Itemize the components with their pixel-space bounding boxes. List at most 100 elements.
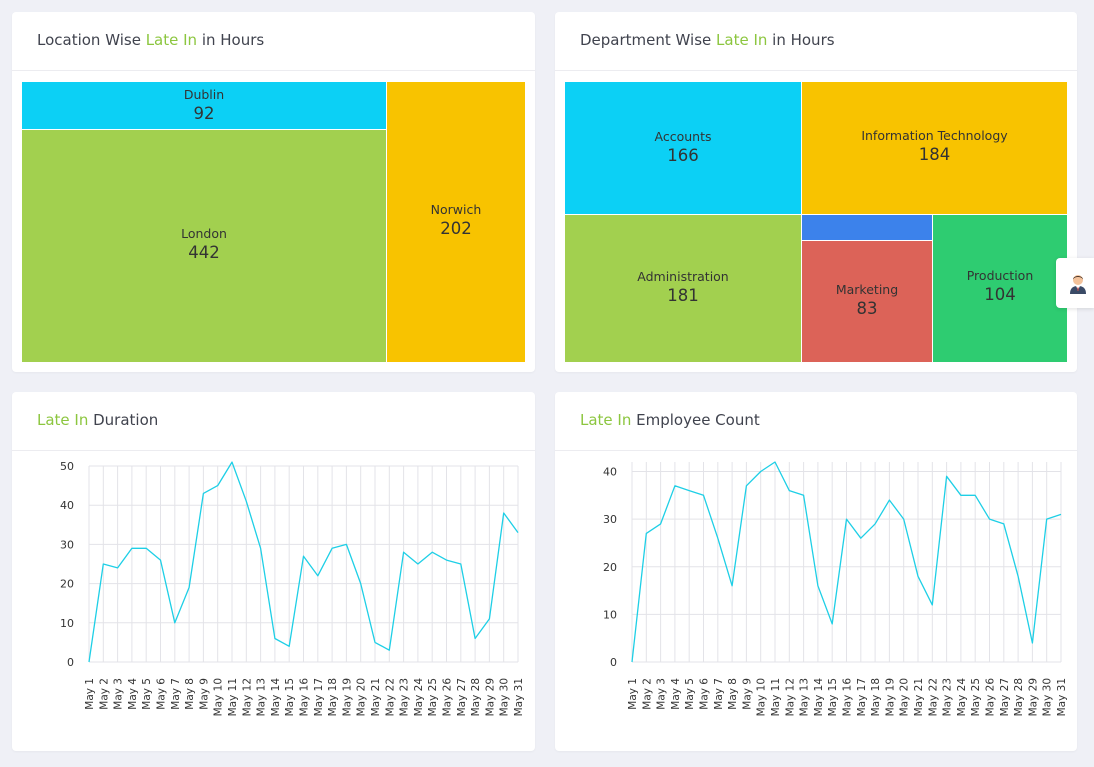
treemap-cell-unlabeled[interactable] <box>802 215 933 241</box>
duration-data-point[interactable] <box>386 647 392 653</box>
duration-y-tick-label: 10 <box>60 617 74 630</box>
treemap-cell-norwich[interactable]: Norwich 202 <box>387 82 525 363</box>
duration-card-title: Late In Duration <box>12 392 535 451</box>
duration-data-point[interactable] <box>200 490 206 496</box>
duration-data-point[interactable] <box>458 561 464 567</box>
count-data-point[interactable] <box>629 659 635 665</box>
duration-data-point[interactable] <box>486 616 492 622</box>
duration-data-point[interactable] <box>229 459 235 465</box>
count-data-point[interactable] <box>743 483 749 489</box>
duration-data-point[interactable] <box>372 639 378 645</box>
duration-x-tick-label: May 1 <box>84 678 96 710</box>
count-data-point[interactable] <box>901 516 907 522</box>
cell-label: Production <box>966 268 1034 283</box>
duration-data-point[interactable] <box>272 635 278 641</box>
duration-data-point[interactable] <box>215 483 221 489</box>
duration-data-point[interactable] <box>301 553 307 559</box>
duration-data-point[interactable] <box>472 635 478 641</box>
count-x-tick-label: May 15 <box>827 678 839 716</box>
count-data-point[interactable] <box>815 583 821 589</box>
count-data-point[interactable] <box>829 621 835 627</box>
duration-x-tick-label: May 7 <box>170 678 182 710</box>
count-x-tick-label: May 19 <box>884 678 896 716</box>
count-data-point[interactable] <box>729 583 735 589</box>
duration-data-point[interactable] <box>286 643 292 649</box>
count-data-point[interactable] <box>929 602 935 608</box>
count-y-tick-label: 40 <box>603 466 617 479</box>
duration-data-point[interactable] <box>315 573 321 579</box>
count-x-tick-label: May 24 <box>956 678 968 717</box>
duration-data-point[interactable] <box>158 557 164 563</box>
duration-data-point[interactable] <box>243 498 249 504</box>
duration-data-point[interactable] <box>258 545 264 551</box>
count-data-point[interactable] <box>643 530 649 536</box>
treemap-cell-marketing[interactable]: Marketing 83 <box>802 241 933 363</box>
count-x-tick-label: May 25 <box>970 678 982 716</box>
count-data-point[interactable] <box>715 535 721 541</box>
count-data-point[interactable] <box>1044 516 1050 522</box>
treemap-cell-dublin[interactable]: Dublin 92 <box>22 82 387 130</box>
duration-data-point[interactable] <box>329 545 335 551</box>
cell-label: Information Technology <box>861 128 1008 143</box>
cell-label: Accounts <box>654 129 712 144</box>
count-data-point[interactable] <box>844 516 850 522</box>
duration-x-tick-label: May 28 <box>470 678 482 716</box>
treemap-cell-production[interactable]: Production 104 <box>933 215 1067 363</box>
count-data-point[interactable] <box>801 492 807 498</box>
count-data-point[interactable] <box>672 483 678 489</box>
count-x-tick-label: May 23 <box>942 678 954 716</box>
count-series-line <box>631 461 1062 663</box>
duration-data-point[interactable] <box>515 530 521 536</box>
treemap-cell-administration[interactable]: Administration 181 <box>565 215 802 363</box>
duration-data-point[interactable] <box>129 545 135 551</box>
count-data-point[interactable] <box>686 488 692 494</box>
duration-data-point[interactable] <box>501 510 507 516</box>
department-treemap: Accounts 166 Information Technology 184 … <box>565 82 1067 363</box>
duration-data-point[interactable] <box>115 565 121 571</box>
duration-x-tick-label: May 19 <box>341 678 353 716</box>
side-user-tab[interactable] <box>1056 258 1094 308</box>
count-data-point[interactable] <box>701 492 707 498</box>
duration-data-point[interactable] <box>172 620 178 626</box>
count-data-point[interactable] <box>872 521 878 527</box>
duration-data-point[interactable] <box>343 541 349 547</box>
duration-data-point[interactable] <box>401 549 407 555</box>
duration-data-point[interactable] <box>358 581 364 587</box>
count-x-tick-label: May 17 <box>856 678 868 716</box>
count-x-tick-label: May 13 <box>799 678 811 716</box>
treemap-cell-london[interactable]: London 442 <box>22 130 387 363</box>
count-data-point[interactable] <box>1015 573 1021 579</box>
duration-y-tick-label: 0 <box>67 656 74 669</box>
duration-data-point[interactable] <box>444 557 450 563</box>
treemap-cell-information-technology[interactable]: Information Technology 184 <box>802 82 1067 215</box>
count-data-point[interactable] <box>1001 521 1007 527</box>
duration-data-point[interactable] <box>100 561 106 567</box>
duration-data-point[interactable] <box>143 545 149 551</box>
duration-x-tick-label: May 3 <box>113 678 125 710</box>
duration-x-tick-label: May 4 <box>127 678 139 710</box>
count-data-point[interactable] <box>987 516 993 522</box>
count-data-point[interactable] <box>958 492 964 498</box>
duration-y-tick-label: 30 <box>60 538 74 551</box>
count-data-point[interactable] <box>944 473 950 479</box>
count-data-point[interactable] <box>1029 640 1035 646</box>
duration-data-point[interactable] <box>415 561 421 567</box>
count-data-point[interactable] <box>758 469 764 475</box>
duration-data-point[interactable] <box>186 585 192 591</box>
location-treemap: Dublin 92 London 442 Norwich 202 <box>22 82 525 363</box>
cell-label: Dublin <box>183 87 225 102</box>
count-data-point[interactable] <box>658 521 664 527</box>
count-data-point[interactable] <box>886 497 892 503</box>
count-data-point[interactable] <box>915 573 921 579</box>
count-x-tick-label: May 9 <box>741 678 753 710</box>
count-data-point[interactable] <box>972 492 978 498</box>
count-data-point[interactable] <box>858 535 864 541</box>
count-data-point[interactable] <box>772 459 778 465</box>
duration-data-point[interactable] <box>429 549 435 555</box>
count-data-point[interactable] <box>1058 511 1064 517</box>
count-data-point[interactable] <box>786 488 792 494</box>
count-x-tick-label: May 28 <box>1013 678 1025 716</box>
treemap-cell-accounts[interactable]: Accounts 166 <box>565 82 802 215</box>
duration-data-point[interactable] <box>86 659 92 665</box>
